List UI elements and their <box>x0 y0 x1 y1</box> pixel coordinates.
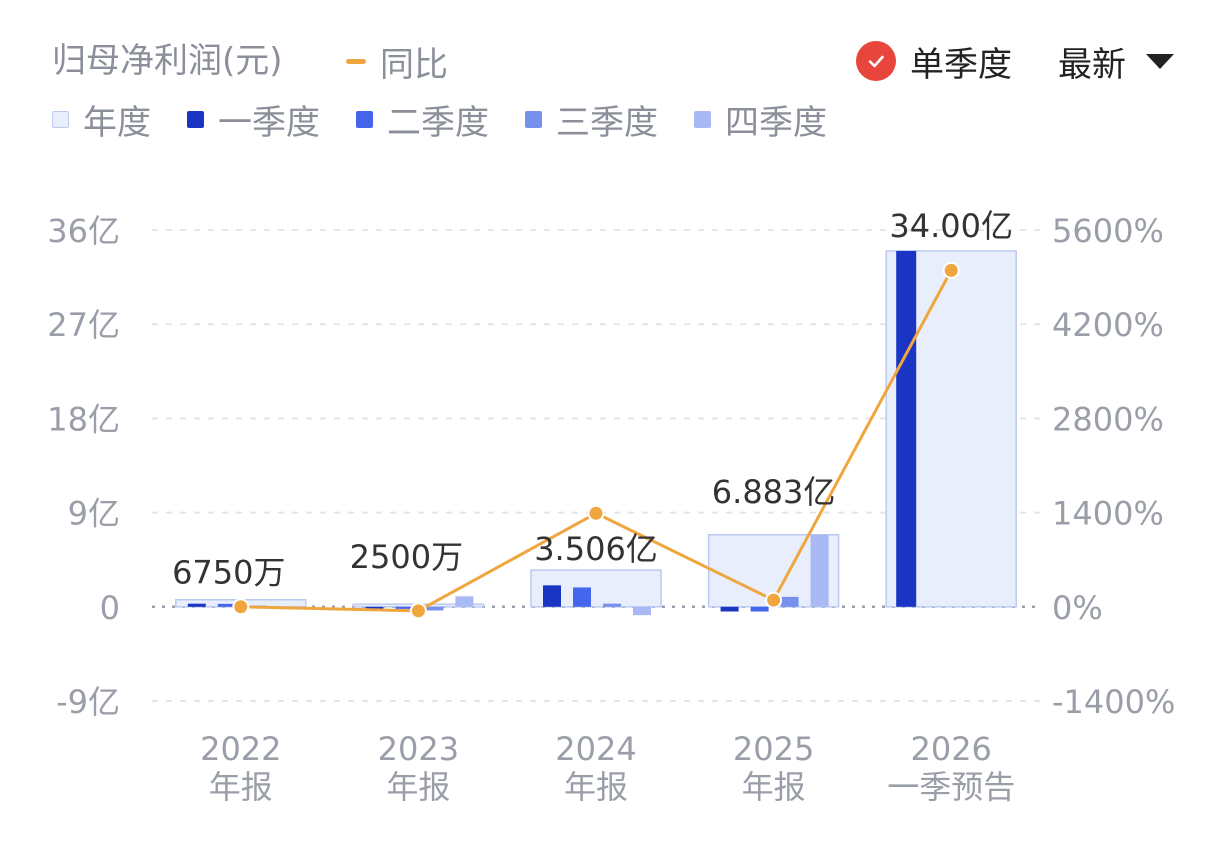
annual-value-label: 6.883亿 <box>712 473 836 511</box>
series-legend-row: 年度 一季度 二季度 三季度 四季度 <box>0 94 1222 144</box>
x-axis-year-label: 2025 <box>733 730 814 768</box>
quarter-bar <box>395 606 414 609</box>
right-axis-tick-label: 0% <box>1052 589 1103 627</box>
quarter-bar <box>365 606 384 609</box>
legend-item-q1[interactable]: 一季度 <box>187 95 320 144</box>
left-axis-tick-label: -9亿 <box>56 683 120 721</box>
left-axis-tick-label: 36亿 <box>47 212 120 250</box>
legend-item-annual[interactable]: 年度 <box>52 95 151 144</box>
legend-label: 三季度 <box>556 102 658 143</box>
right-axis-tick-label: 2800% <box>1052 400 1164 438</box>
quarter-bar <box>810 534 829 607</box>
legend-item-q3[interactable]: 三季度 <box>525 95 658 144</box>
legend-label: 四季度 <box>725 102 827 143</box>
quarter-bar <box>187 603 206 607</box>
legend-swatch-q3-icon <box>525 110 542 128</box>
x-axis-year-label: 2024 <box>555 730 636 768</box>
legend-swatch-q2-icon <box>356 110 373 128</box>
annual-value-label: 2500万 <box>350 538 463 576</box>
legend-item-q2[interactable]: 二季度 <box>356 95 489 144</box>
yoy-line-swatch-icon <box>346 58 366 64</box>
legend-label: 二季度 <box>387 102 489 143</box>
quarter-bar <box>633 606 651 616</box>
right-axis-tick-label: -1400% <box>1052 683 1175 721</box>
quarter-bar <box>573 587 591 607</box>
left-axis-tick-label: 0 <box>100 589 120 627</box>
x-axis-period-label: 年报 <box>209 768 273 806</box>
right-axis-tick-label: 1400% <box>1052 495 1164 533</box>
yoy-point <box>232 598 250 616</box>
x-axis-period-label: 一季预告 <box>887 768 1015 806</box>
legend-swatch-annual-icon <box>52 110 69 128</box>
series-legend: 年度 一季度 二季度 三季度 四季度 <box>52 94 863 144</box>
quarter-bar <box>455 596 474 607</box>
latest-dropdown-label[interactable]: 最新 <box>1058 44 1126 85</box>
legend-label: 一季度 <box>218 102 320 143</box>
annual-value-label: 3.506亿 <box>534 530 658 568</box>
legend-swatch-q4-icon <box>694 110 711 128</box>
dropdown-arrow-icon[interactable] <box>1146 53 1174 69</box>
legend-label: 年度 <box>83 102 151 143</box>
yoy-point <box>765 591 783 609</box>
legend-item-q4[interactable]: 四季度 <box>694 95 827 144</box>
quarter-bar <box>896 250 917 607</box>
x-axis-year-label: 2022 <box>200 730 281 768</box>
quarter-bar <box>750 606 769 612</box>
left-axis-tick-label: 9亿 <box>68 495 120 533</box>
single-quarter-checkbox[interactable] <box>856 41 896 81</box>
quarter-bar <box>720 606 739 612</box>
chart-title: 归母净利润(元) <box>52 41 283 81</box>
quarter-bar <box>780 596 799 607</box>
annual-value-label: 34.00亿 <box>889 207 1013 245</box>
right-controls: 单季度 最新 <box>856 36 1174 86</box>
x-axis-year-label: 2023 <box>378 730 459 768</box>
yoy-legend[interactable]: 同比 <box>346 36 448 86</box>
quarter-bar <box>217 603 236 607</box>
yoy-point <box>409 602 427 620</box>
x-axis-year-label: 2026 <box>910 730 991 768</box>
x-axis-period-label: 年报 <box>742 768 806 806</box>
yoy-point <box>942 261 960 279</box>
right-axis-tick-label: 5600% <box>1052 212 1164 250</box>
annual-value-label: 6750万 <box>172 554 285 592</box>
right-axis-tick-label: 4200% <box>1052 306 1164 344</box>
check-icon <box>868 55 884 68</box>
left-axis-tick-label: 18亿 <box>47 400 120 438</box>
x-axis-period-label: 年报 <box>564 768 628 806</box>
quarter-bar <box>603 603 621 607</box>
chart-header: 归母净利润(元) 同比 单季度 最新 <box>0 36 1222 86</box>
quarter-bar <box>425 606 444 611</box>
yoy-legend-label: 同比 <box>380 44 448 85</box>
quarter-bar <box>543 585 561 607</box>
single-quarter-label[interactable]: 单季度 <box>910 44 1012 85</box>
x-axis-period-label: 年报 <box>386 768 450 806</box>
left-axis-tick-label: 27亿 <box>47 306 120 344</box>
legend-swatch-q1-icon <box>187 110 204 128</box>
yoy-point <box>587 504 605 522</box>
